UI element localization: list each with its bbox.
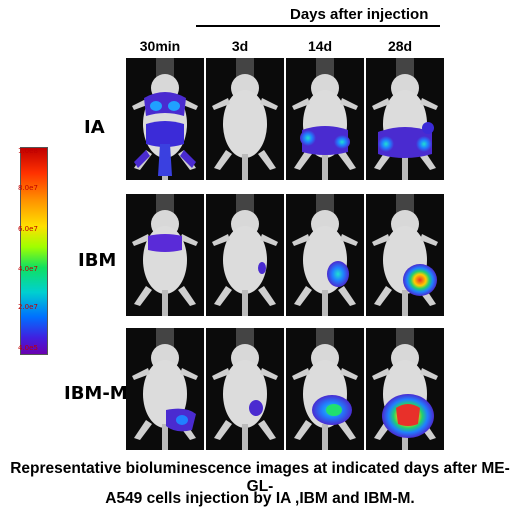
colorbar-tick-4e7: 4.0e7 (18, 265, 38, 273)
colorbar-tick-4e5: 4.0e5 (18, 344, 38, 352)
image-ibm-m-3d (206, 328, 284, 450)
image-ibm-m-28d (366, 328, 444, 450)
colorbar-tick-6e7: 6.0e7 (18, 225, 38, 233)
row-label-ia: IA (84, 117, 105, 138)
image-ibm-m-30min (126, 328, 204, 450)
colorbar-tick-1e8: 1.0e8 (18, 147, 38, 155)
image-ibm-30min (126, 194, 204, 316)
image-ibm-3d (206, 194, 284, 316)
image-ibm-14d (286, 194, 364, 316)
image-ia-3d (206, 58, 284, 180)
colorbar-tick-2e7: 2.0e7 (18, 303, 38, 311)
colorbar-tick-8e7: 8.0e7 (18, 184, 38, 192)
days-bracket-line (196, 25, 440, 27)
row-label-ibm: IBM (78, 250, 117, 271)
row-label-ibm-m: IBM-M (64, 383, 128, 404)
column-label-3d: 3d (231, 38, 249, 54)
image-ia-14d (286, 58, 364, 180)
image-ia-30min (126, 58, 204, 180)
column-label-28d: 28d (387, 38, 413, 54)
figure-caption-line-1: Representative bioluminescence images at… (10, 460, 510, 495)
intensity-colorbar (20, 147, 48, 355)
image-ia-28d (366, 58, 444, 180)
column-label-30min: 30min (139, 38, 181, 54)
image-ibm-28d (366, 194, 444, 316)
days-after-injection-label: Days after injection (290, 6, 429, 23)
column-label-14d: 14d (307, 38, 333, 54)
figure-caption-line-2: A549 cells injection by IA ,IBM and IBM-… (105, 490, 415, 507)
image-ibm-m-14d (286, 328, 364, 450)
